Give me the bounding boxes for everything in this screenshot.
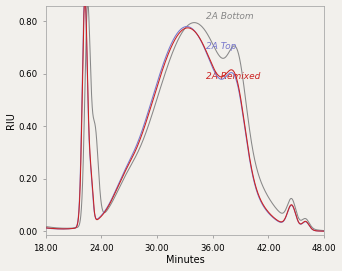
- Text: 2A Top: 2A Top: [206, 42, 236, 51]
- Y-axis label: RIU: RIU: [5, 112, 15, 129]
- X-axis label: Minutes: Minutes: [166, 256, 204, 265]
- Text: 2A Remixed: 2A Remixed: [206, 72, 260, 81]
- Text: 2A Bottom: 2A Bottom: [206, 12, 253, 21]
